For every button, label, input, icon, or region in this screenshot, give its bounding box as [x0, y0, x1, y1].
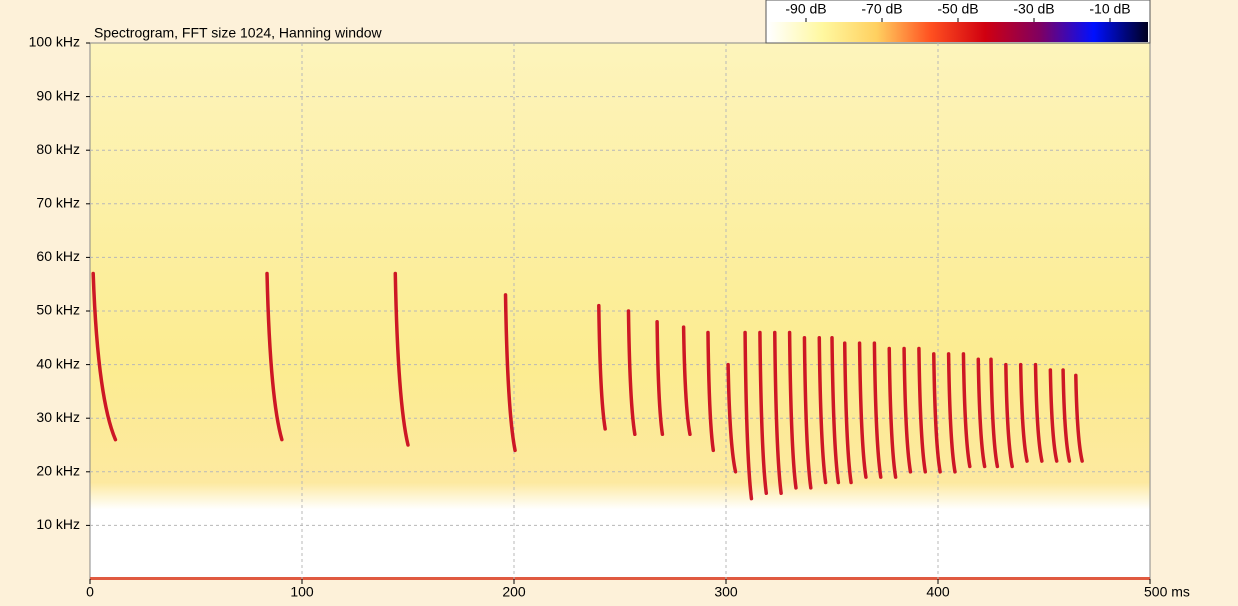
y-tick-label: 60 kHz: [36, 248, 80, 264]
x-tick-label: 100: [290, 584, 314, 600]
pulse: [706, 330, 716, 453]
pulse: [1033, 362, 1044, 463]
pulse: [787, 330, 798, 490]
pulse: [626, 309, 637, 437]
x-tick-label: 500 ms: [1144, 584, 1190, 600]
pulse: [681, 325, 692, 437]
pulse: [91, 271, 118, 442]
y-tick-label: 90 kHz: [36, 87, 80, 103]
pulse: [817, 336, 828, 485]
pulse: [393, 271, 410, 447]
y-tick-label: 80 kHz: [36, 141, 80, 157]
pulse: [1061, 368, 1072, 463]
pulse: [857, 341, 868, 479]
pulse: [802, 336, 813, 490]
pulse: [830, 336, 841, 485]
pulse: [902, 346, 913, 474]
pulse: [842, 341, 853, 485]
pulse: [726, 362, 738, 474]
colorbar-tick-label: -30 dB: [1013, 1, 1054, 17]
colorbar-tick-label: -70 dB: [861, 1, 902, 17]
x-tick-label: 200: [502, 584, 526, 600]
pulse: [1018, 362, 1029, 463]
pulse: [887, 346, 898, 479]
pulse: [872, 341, 883, 479]
pulse: [961, 352, 972, 469]
pulse: [1048, 368, 1059, 463]
x-tick-label: 300: [714, 584, 738, 600]
y-tick-label: 30 kHz: [36, 409, 80, 425]
colorbar-tick-label: -10 dB: [1089, 1, 1130, 17]
pulse: [265, 271, 284, 442]
x-tick-label: 400: [926, 584, 950, 600]
pulse: [758, 330, 769, 495]
pulse: [917, 346, 928, 474]
pulse: [1074, 373, 1084, 463]
y-tick-label: 10 kHz: [36, 516, 80, 532]
pulse: [976, 357, 987, 469]
pulse: [946, 352, 957, 474]
colorbar: [768, 22, 1148, 42]
baseline: [90, 577, 1150, 580]
pulse: [655, 319, 665, 437]
pulse: [597, 303, 607, 431]
colorbar-tick-label: -50 dB: [937, 1, 978, 17]
pulse: [773, 330, 783, 495]
pulse: [989, 357, 1000, 469]
y-tick-label: 100 kHz: [29, 34, 80, 50]
y-tick-label: 40 kHz: [36, 355, 80, 371]
y-tick-label: 20 kHz: [36, 463, 80, 479]
pulse: [503, 293, 517, 453]
y-tick-label: 70 kHz: [36, 195, 80, 211]
pulse: [932, 352, 942, 474]
chart-title: Spectrogram, FFT size 1024, Hanning wind…: [94, 25, 383, 41]
pulse: [1004, 362, 1014, 469]
pulse: [743, 330, 754, 501]
y-tick-label: 50 kHz: [36, 302, 80, 318]
x-tick-label: 0: [86, 584, 94, 600]
colorbar-tick-label: -90 dB: [785, 1, 826, 17]
